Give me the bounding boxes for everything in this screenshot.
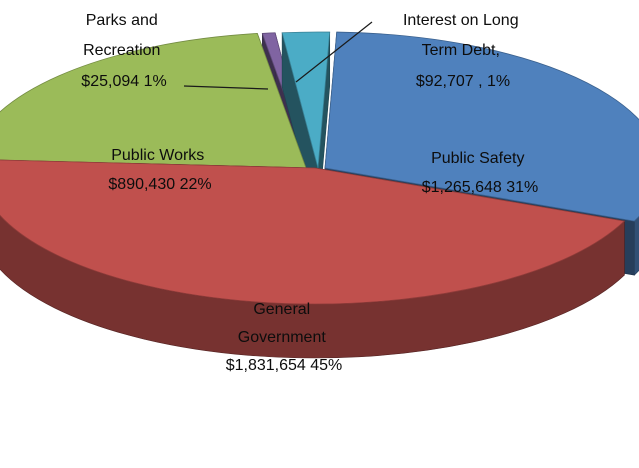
label-general-government-line-2: Government: [238, 329, 327, 346]
label-parks-line-3: $25,094 1%: [81, 73, 166, 90]
label-parks-and-recreation: Parks and Recreation $25,094 1%: [81, 12, 166, 90]
label-interest-on-long-term-debt: Interest on Long Term Debt, $92,707 , 1%: [403, 12, 523, 90]
label-general-government-line-3: $1,831,654 45%: [226, 357, 343, 374]
leader-line-interest: [295, 21, 373, 83]
label-interest-line-3: $92,707 , 1%: [416, 73, 510, 90]
label-public-works-line-1: Public Works: [111, 147, 204, 164]
slice-general-top: [0, 159, 626, 305]
label-interest-line-2: Term Debt,: [422, 42, 500, 59]
label-interest-line-1: Interest on Long: [403, 12, 519, 29]
slice-general-government: [0, 159, 626, 359]
slice-safety-top: [324, 31, 639, 222]
label-parks-line-1: Parks and: [86, 12, 158, 29]
leader-line-parks: [183, 85, 269, 90]
label-public-safety-line-1: Public Safety: [431, 150, 524, 167]
label-public-works: Public Works $890,430 22%: [108, 147, 211, 193]
label-public-safety-line-2: $1,265,648 31%: [422, 179, 539, 196]
label-general-government: General Government $1,831,654 45%: [226, 301, 343, 374]
label-public-safety: Public Safety $1,265,648 31%: [422, 150, 539, 196]
label-general-government-line-1: General: [253, 301, 310, 318]
slice-safety-side: [634, 215, 639, 276]
slice-interest-top: [281, 31, 331, 169]
slice-works-top: [0, 33, 307, 169]
label-public-works-line-2: $890,430 22%: [108, 176, 211, 193]
label-parks-line-2: Recreation: [83, 42, 160, 59]
